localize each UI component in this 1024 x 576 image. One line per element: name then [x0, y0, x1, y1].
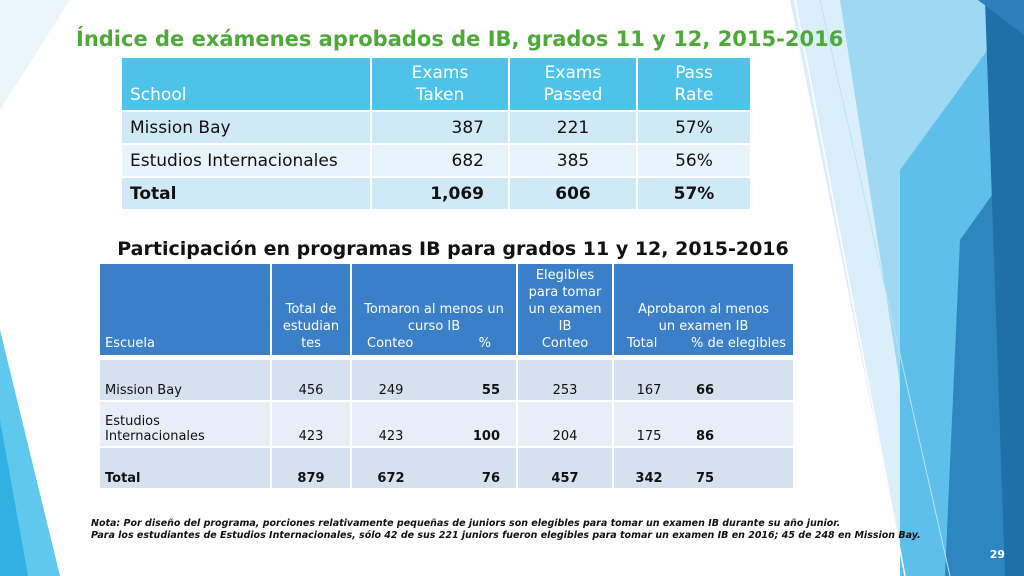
total-cell: 879 [270, 446, 350, 488]
escuela-cell: Mission Bay [100, 360, 270, 400]
table-row: Estudios Internacionales 423 423 100 204 … [100, 400, 794, 446]
table-header-row: Escuela Total de estudian tes Tomaron al m… [100, 264, 794, 355]
elegibles-header: Elegibles para tomar un examen IB Conteo [516, 264, 612, 355]
tomaron-curso-header: Tomaron al menos un curso IB Conteo% [350, 264, 516, 355]
table-row: Estudios Internacionales 682 385 56% [122, 143, 752, 176]
total-estudiantes-header: Total de estudian tes [270, 264, 350, 355]
exams-passed-cell: 606 [510, 176, 638, 209]
exams-passed-cell: 221 [510, 110, 638, 143]
total-cell: 423 [270, 400, 350, 446]
aprobaron-total-cell: 342 [612, 446, 684, 488]
aprobaron-header: Aprobaron al menos un examen IB Total% de… [612, 264, 794, 355]
pass-rate-cell: 56% [638, 143, 752, 176]
elegibles-cell: 457 [516, 446, 612, 488]
escuela-header: Escuela [100, 264, 270, 355]
exams-taken-cell: 682 [372, 143, 510, 176]
aprobaron-total-cell: 175 [612, 400, 684, 446]
table-row: Mission Bay 456 249 55 253 167 66 [100, 360, 794, 400]
pass-rate-header: Pass Rate [638, 58, 752, 110]
school-header: School [122, 58, 372, 110]
conteo-cell: 249 [350, 360, 430, 400]
exams-passed-cell: 385 [510, 143, 638, 176]
table-header-row: School Exams Taken Exams Passed Pass Rate [122, 58, 752, 110]
total-row: Total 1,069 606 57% [122, 176, 752, 209]
aprobaron-pct-cell: 66 [684, 360, 794, 400]
exams-taken-cell: 387 [372, 110, 510, 143]
elegibles-cell: 204 [516, 400, 612, 446]
elegibles-cell: 253 [516, 360, 612, 400]
school-cell: Mission Bay [122, 110, 372, 143]
footnote-line-1: Nota: Por diseño del programa, porciones… [91, 518, 841, 529]
aprobaron-pct-cell: 86 [684, 400, 794, 446]
footnote-line-2: Para los estudiantes de Estudios Interna… [91, 530, 921, 541]
aprobaron-pct-cell: 75 [684, 446, 794, 488]
pass-rate-cell: 57% [638, 110, 752, 143]
slide-title: Índice de exámenes aprobados de IB, grad… [76, 27, 844, 51]
escuela-cell: Total [100, 446, 270, 488]
total-cell: 456 [270, 360, 350, 400]
exams-taken-cell: 1,069 [372, 176, 510, 209]
conteo-cell: 672 [350, 446, 430, 488]
escuela-cell: Estudios Internacionales [100, 400, 270, 446]
school-cell: Estudios Internacionales [122, 143, 372, 176]
pct-cell: 76 [430, 446, 516, 488]
exam-pass-rate-table: School Exams Taken Exams Passed Pass Rate M… [122, 58, 752, 209]
pct-cell: 55 [430, 360, 516, 400]
footnote: Nota: Por diseño del programa, porciones… [91, 518, 921, 542]
total-row: Total 879 672 76 457 342 75 [100, 446, 794, 488]
school-cell: Total [122, 176, 372, 209]
conteo-cell: 423 [350, 400, 430, 446]
pass-rate-cell: 57% [638, 176, 752, 209]
pct-cell: 100 [430, 400, 516, 446]
table-row: Mission Bay 387 221 57% [122, 110, 752, 143]
exams-taken-header: Exams Taken [372, 58, 510, 110]
participation-title: Participación en programas IB para grado… [117, 238, 789, 260]
exams-passed-header: Exams Passed [510, 58, 638, 110]
page-number: 29 [989, 548, 1005, 561]
aprobaron-total-cell: 167 [612, 360, 684, 400]
ib-participation-table: Escuela Total de estudian tes Tomaron al m… [100, 264, 794, 488]
